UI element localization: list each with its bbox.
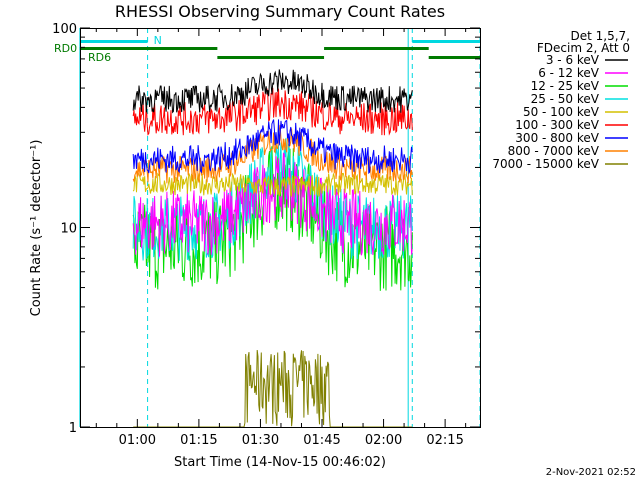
legend-entry-label: 3 - 6 keV (546, 53, 600, 67)
rd0-flag-bar (324, 47, 429, 50)
x-tick-label: 01:15 (180, 433, 217, 448)
night-flag-bar (412, 40, 480, 43)
chart-title: RHESSI Observing Summary Count Rates (115, 2, 445, 21)
y-tick-label: 1 (69, 421, 77, 436)
x-tick-label: 01:30 (242, 433, 279, 448)
legend-entry-label: 300 - 800 keV (515, 131, 599, 145)
x-axis-ticks: 01:00 01:15 01:30 01:45 02:00 02:15 (95, 28, 467, 448)
x-tick-label: 01:00 (119, 433, 156, 448)
x-axis-label: Start Time (14-Nov-15 00:46:02) (174, 455, 386, 470)
legend-entry-label: 50 - 100 keV (523, 105, 600, 119)
legend-header-2: FDecim 2, Att 0 (537, 41, 630, 55)
legend-entry-label: 25 - 50 keV (531, 92, 600, 106)
plot-marks: N RD0 RD6 (54, 28, 481, 428)
plot-frame (80, 28, 481, 428)
night-flag-bar (79, 40, 148, 43)
rd0-flag-bar (79, 47, 218, 50)
rd6-flag-label: RD6 (88, 51, 111, 64)
y-tick-label: 100 (52, 22, 77, 37)
x-tick-label: 02:15 (426, 433, 463, 448)
legend-entry-label: 800 - 7000 keV (508, 144, 600, 158)
legend-entry-label: 6 - 12 keV (538, 66, 600, 80)
x-tick-label: 01:45 (303, 433, 340, 448)
legend-header-1: Det 1,5,7, (571, 29, 631, 43)
legend-entry-label: 100 - 300 keV (515, 118, 599, 132)
series-line-9 (133, 349, 413, 428)
legend-entry-label: 7000 - 15000 keV (492, 157, 599, 171)
legend-entry-label: 12 - 25 keV (531, 79, 600, 93)
series-line-8 (132, 124, 413, 184)
rd0-flag-label: RD0 (54, 42, 77, 55)
y-tick-label: 10 (60, 222, 77, 237)
x-tick-label: 02:00 (365, 433, 402, 448)
series-line-2 (132, 152, 413, 257)
rd6-flag-bar (428, 56, 480, 59)
rd6-flag-bar (217, 56, 325, 59)
y-axis-ticks: 100 10 1 (52, 22, 480, 436)
footer-timestamp: 2-Nov-2021 02:52 (546, 467, 636, 478)
y-axis-label: Count Rate (s⁻¹ detector⁻¹) (29, 140, 44, 317)
series-line-7 (132, 119, 413, 175)
night-flag-label: N (154, 34, 162, 47)
series-line-5 (132, 172, 413, 198)
series-line-1 (132, 69, 413, 114)
